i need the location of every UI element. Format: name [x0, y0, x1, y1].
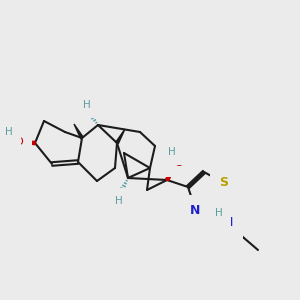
- Text: H: H: [215, 208, 223, 218]
- Polygon shape: [166, 164, 177, 181]
- Polygon shape: [116, 129, 125, 144]
- Text: N: N: [223, 217, 233, 230]
- Text: N: N: [190, 205, 200, 218]
- Text: H: H: [83, 100, 91, 110]
- Text: H: H: [115, 196, 123, 206]
- Text: S: S: [220, 176, 229, 190]
- Polygon shape: [74, 124, 83, 139]
- Text: O: O: [15, 137, 23, 147]
- Text: O: O: [175, 158, 183, 168]
- Text: H: H: [5, 127, 13, 137]
- Polygon shape: [18, 141, 35, 145]
- Text: H: H: [168, 147, 176, 157]
